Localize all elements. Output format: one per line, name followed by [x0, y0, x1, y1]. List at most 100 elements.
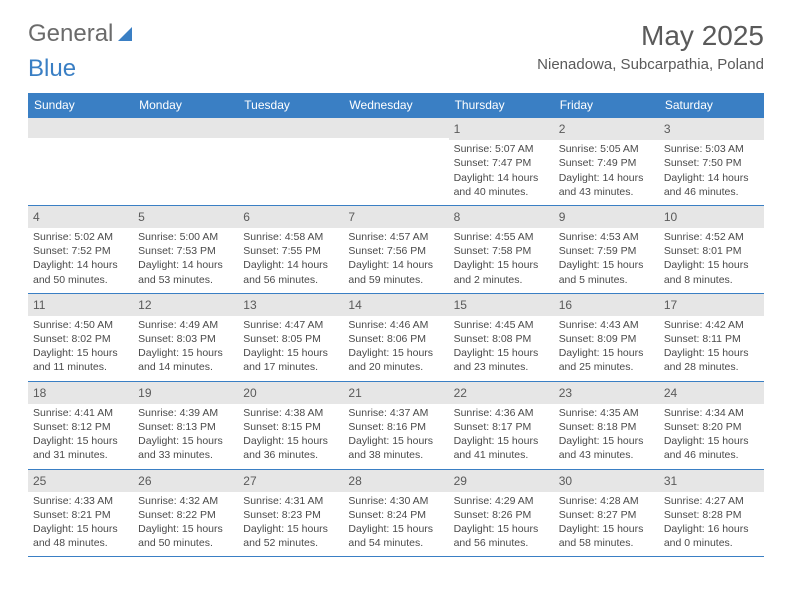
daylight-text: Daylight: 15 hours and 8 minutes.: [664, 258, 759, 286]
logo-text-blue: Blue: [28, 55, 76, 82]
day-cell: 25Sunrise: 4:33 AMSunset: 8:21 PMDayligh…: [28, 470, 133, 557]
day-details: Sunrise: 4:31 AMSunset: 8:23 PMDaylight:…: [242, 494, 339, 551]
day-number: 7: [343, 206, 448, 228]
daylight-text: Daylight: 15 hours and 54 minutes.: [348, 522, 443, 550]
sunrise-text: Sunrise: 4:31 AM: [243, 494, 338, 508]
day-details: Sunrise: 4:32 AMSunset: 8:22 PMDaylight:…: [137, 494, 234, 551]
sunrise-text: Sunrise: 5:07 AM: [454, 142, 549, 156]
day-number: 25: [28, 470, 133, 492]
daylight-text: Daylight: 16 hours and 0 minutes.: [664, 522, 759, 550]
day-details: Sunrise: 4:57 AMSunset: 7:56 PMDaylight:…: [347, 230, 444, 287]
day-cell: 30Sunrise: 4:28 AMSunset: 8:27 PMDayligh…: [554, 470, 659, 557]
daylight-text: Daylight: 14 hours and 46 minutes.: [664, 171, 759, 199]
day-number: [343, 118, 448, 138]
sunrise-text: Sunrise: 4:32 AM: [138, 494, 233, 508]
sunrise-text: Sunrise: 5:02 AM: [33, 230, 128, 244]
daylight-text: Daylight: 15 hours and 41 minutes.: [454, 434, 549, 462]
day-cell: 4Sunrise: 5:02 AMSunset: 7:52 PMDaylight…: [28, 206, 133, 293]
sunset-text: Sunset: 8:05 PM: [243, 332, 338, 346]
weekday-sunday: Sunday: [28, 93, 133, 117]
day-number: 29: [449, 470, 554, 492]
day-number: 11: [28, 294, 133, 316]
daylight-text: Daylight: 15 hours and 56 minutes.: [454, 522, 549, 550]
week-row: 18Sunrise: 4:41 AMSunset: 8:12 PMDayligh…: [28, 382, 764, 470]
day-cell: 15Sunrise: 4:45 AMSunset: 8:08 PMDayligh…: [449, 294, 554, 381]
sunrise-text: Sunrise: 4:57 AM: [348, 230, 443, 244]
day-cell: 6Sunrise: 4:58 AMSunset: 7:55 PMDaylight…: [238, 206, 343, 293]
day-cell: 1Sunrise: 5:07 AMSunset: 7:47 PMDaylight…: [449, 118, 554, 205]
sunrise-text: Sunrise: 5:03 AM: [664, 142, 759, 156]
weekday-monday: Monday: [133, 93, 238, 117]
sunset-text: Sunset: 7:50 PM: [664, 156, 759, 170]
week-row: 4Sunrise: 5:02 AMSunset: 7:52 PMDaylight…: [28, 206, 764, 294]
day-number: 21: [343, 382, 448, 404]
day-details: Sunrise: 4:28 AMSunset: 8:27 PMDaylight:…: [558, 494, 655, 551]
sunset-text: Sunset: 8:28 PM: [664, 508, 759, 522]
sunrise-text: Sunrise: 4:45 AM: [454, 318, 549, 332]
sunrise-text: Sunrise: 4:28 AM: [559, 494, 654, 508]
weekday-header-row: Sunday Monday Tuesday Wednesday Thursday…: [28, 93, 764, 117]
daylight-text: Daylight: 15 hours and 25 minutes.: [559, 346, 654, 374]
day-details: Sunrise: 5:02 AMSunset: 7:52 PMDaylight:…: [32, 230, 129, 287]
day-cell: 7Sunrise: 4:57 AMSunset: 7:56 PMDaylight…: [343, 206, 448, 293]
sunrise-text: Sunrise: 4:43 AM: [559, 318, 654, 332]
logo-text-general: General: [28, 20, 113, 48]
daylight-text: Daylight: 15 hours and 17 minutes.: [243, 346, 338, 374]
day-details: Sunrise: 4:37 AMSunset: 8:16 PMDaylight:…: [347, 406, 444, 463]
sunrise-text: Sunrise: 4:33 AM: [33, 494, 128, 508]
day-number: 18: [28, 382, 133, 404]
day-details: Sunrise: 5:00 AMSunset: 7:53 PMDaylight:…: [137, 230, 234, 287]
sunrise-text: Sunrise: 4:49 AM: [138, 318, 233, 332]
day-cell: [133, 118, 238, 205]
day-cell: 16Sunrise: 4:43 AMSunset: 8:09 PMDayligh…: [554, 294, 659, 381]
sunrise-text: Sunrise: 4:38 AM: [243, 406, 338, 420]
day-number: 31: [659, 470, 764, 492]
sunset-text: Sunset: 8:23 PM: [243, 508, 338, 522]
day-number: 6: [238, 206, 343, 228]
day-number: 2: [554, 118, 659, 140]
daylight-text: Daylight: 15 hours and 23 minutes.: [454, 346, 549, 374]
day-number: 22: [449, 382, 554, 404]
sunrise-text: Sunrise: 4:27 AM: [664, 494, 759, 508]
day-cell: [238, 118, 343, 205]
daylight-text: Daylight: 15 hours and 43 minutes.: [559, 434, 654, 462]
month-title: May 2025: [537, 20, 764, 52]
day-number: 8: [449, 206, 554, 228]
daylight-text: Daylight: 15 hours and 28 minutes.: [664, 346, 759, 374]
sunset-text: Sunset: 8:20 PM: [664, 420, 759, 434]
day-details: Sunrise: 4:35 AMSunset: 8:18 PMDaylight:…: [558, 406, 655, 463]
week-row: 1Sunrise: 5:07 AMSunset: 7:47 PMDaylight…: [28, 117, 764, 206]
day-details: Sunrise: 4:50 AMSunset: 8:02 PMDaylight:…: [32, 318, 129, 375]
sunrise-text: Sunrise: 4:30 AM: [348, 494, 443, 508]
weekday-friday: Friday: [554, 93, 659, 117]
weekday-tuesday: Tuesday: [238, 93, 343, 117]
day-cell: 2Sunrise: 5:05 AMSunset: 7:49 PMDaylight…: [554, 118, 659, 205]
daylight-text: Daylight: 15 hours and 58 minutes.: [559, 522, 654, 550]
daylight-text: Daylight: 15 hours and 20 minutes.: [348, 346, 443, 374]
title-block: May 2025 Nienadowa, Subcarpathia, Poland: [537, 20, 764, 73]
sunset-text: Sunset: 8:22 PM: [138, 508, 233, 522]
day-cell: 3Sunrise: 5:03 AMSunset: 7:50 PMDaylight…: [659, 118, 764, 205]
day-number: 23: [554, 382, 659, 404]
sunrise-text: Sunrise: 4:47 AM: [243, 318, 338, 332]
daylight-text: Daylight: 15 hours and 36 minutes.: [243, 434, 338, 462]
sunset-text: Sunset: 8:26 PM: [454, 508, 549, 522]
day-details: Sunrise: 4:29 AMSunset: 8:26 PMDaylight:…: [453, 494, 550, 551]
sunrise-text: Sunrise: 4:29 AM: [454, 494, 549, 508]
day-details: Sunrise: 4:33 AMSunset: 8:21 PMDaylight:…: [32, 494, 129, 551]
day-details: Sunrise: 5:05 AMSunset: 7:49 PMDaylight:…: [558, 142, 655, 199]
day-number: 17: [659, 294, 764, 316]
day-details: Sunrise: 4:46 AMSunset: 8:06 PMDaylight:…: [347, 318, 444, 375]
sunset-text: Sunset: 8:24 PM: [348, 508, 443, 522]
daylight-text: Daylight: 15 hours and 38 minutes.: [348, 434, 443, 462]
sunrise-text: Sunrise: 4:41 AM: [33, 406, 128, 420]
daylight-text: Daylight: 14 hours and 53 minutes.: [138, 258, 233, 286]
day-cell: 23Sunrise: 4:35 AMSunset: 8:18 PMDayligh…: [554, 382, 659, 469]
day-cell: 21Sunrise: 4:37 AMSunset: 8:16 PMDayligh…: [343, 382, 448, 469]
day-number: 5: [133, 206, 238, 228]
daylight-text: Daylight: 15 hours and 48 minutes.: [33, 522, 128, 550]
day-details: Sunrise: 4:41 AMSunset: 8:12 PMDaylight:…: [32, 406, 129, 463]
sunrise-text: Sunrise: 4:39 AM: [138, 406, 233, 420]
day-number: 13: [238, 294, 343, 316]
sunset-text: Sunset: 8:21 PM: [33, 508, 128, 522]
